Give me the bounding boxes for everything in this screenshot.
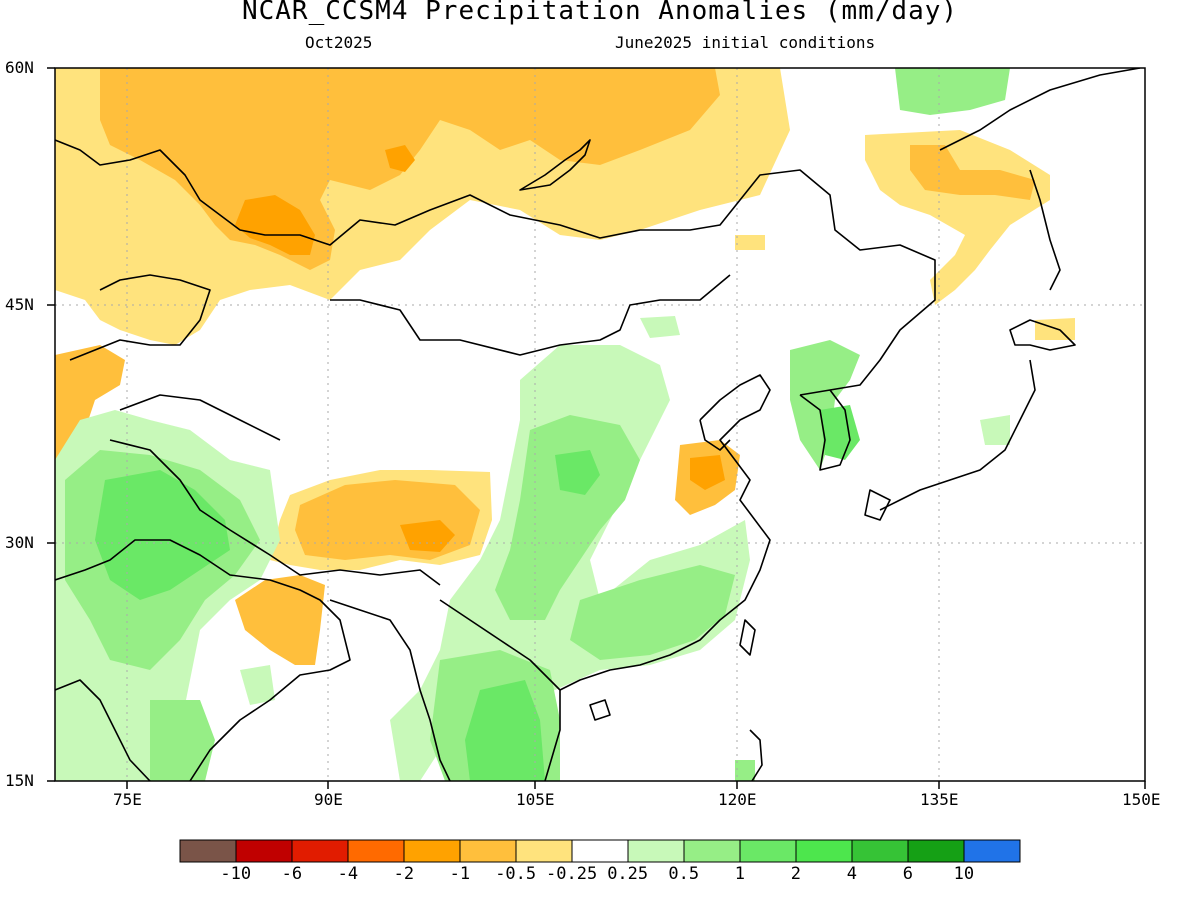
wet-region-india-dark: [95, 470, 230, 600]
colorbar-tick-label: 0.25: [607, 864, 649, 884]
japan-honshu: [879, 359, 1036, 511]
lat-label-45n: 45N: [5, 295, 34, 314]
wet-region-northeast: [895, 68, 1010, 115]
india-west-coast: [55, 679, 151, 781]
colorbar-tick-label: -2: [393, 864, 415, 884]
colorbar-tick-label: -1: [449, 864, 471, 884]
japan-hokkaido: [1009, 319, 1076, 351]
colorbar-tick-label: 4: [846, 864, 858, 884]
colorbar-swatch: [235, 839, 293, 863]
map-frame: [54, 67, 1146, 782]
dry-anomaly-regions: [55, 68, 1075, 738]
bohai-coast: [699, 419, 731, 451]
colorbar-swatch: [403, 839, 461, 863]
colorbar-swatch: [795, 839, 853, 863]
colorbar-swatch: [459, 839, 517, 863]
colorbar-swatch: [739, 839, 797, 863]
dry-region-north-dark-2: [385, 145, 415, 172]
colorbar-tick-label: -10: [220, 864, 252, 884]
mongolia-border: [330, 274, 731, 356]
wet-region-korea: [790, 340, 860, 470]
colorbar-tick-label: -4: [337, 864, 359, 884]
wet-region-india-south: [150, 700, 215, 781]
subtitle-initial-conditions: June2025 initial conditions: [615, 33, 876, 52]
wet-region-indochina-dark: [465, 680, 545, 781]
lat-label-15n: 15N: [5, 771, 34, 790]
subtitle-forecast-month: Oct2025: [305, 33, 373, 52]
colorbar-swatch: [291, 839, 349, 863]
himalaya-border: [109, 439, 441, 586]
colorbar-swatch: [627, 839, 685, 863]
wet-region-south-china: [570, 565, 735, 660]
colorbar-tick-label: -0.5: [495, 864, 537, 884]
axis-ticks: [47, 67, 1146, 789]
kazakhstan-border: [69, 274, 211, 361]
dry-region-north-dark: [235, 195, 315, 255]
colorbar-tick-label: 1: [734, 864, 746, 884]
sakhalin-coast: [1029, 169, 1061, 291]
lat-label-60n: 60N: [5, 58, 34, 77]
colorbar-swatch: [851, 839, 909, 863]
wet-region-taiwan: [735, 760, 755, 781]
colorbar-tick-label: 2: [790, 864, 802, 884]
lon-label-75e: 75E: [113, 790, 142, 809]
colorbar-swatch: [683, 839, 741, 863]
lat-label-30n: 30N: [5, 533, 34, 552]
wet-region-china-mid: [495, 415, 640, 620]
myanmar-border: [329, 599, 451, 781]
korea-coast: [799, 389, 851, 471]
wet-region-mongolia: [640, 316, 680, 338]
dry-region-tibet-dark: [400, 520, 455, 552]
dry-region-north-china-dark: [690, 455, 725, 490]
lon-label-150e: 150E: [1122, 790, 1161, 809]
hainan-coast: [589, 699, 611, 721]
kamchatka-coast: [939, 68, 1141, 151]
wet-region-korea-dark: [820, 405, 860, 460]
colorbar-swatch: [571, 839, 629, 863]
coastlines-and-borders: [55, 68, 1141, 781]
colorbar-swatch: [907, 839, 965, 863]
chart-title: NCAR_CCSM4 Precipitation Anomalies (mm/d…: [241, 0, 959, 26]
lon-label-120e: 120E: [718, 790, 757, 809]
colorbar-swatch: [179, 839, 237, 863]
colorbar: [179, 839, 1021, 863]
china-coast: [559, 374, 771, 691]
colorbar-tick-label: 0.5: [668, 864, 700, 884]
wet-region-china-dark: [555, 450, 600, 495]
dry-region-north-china-light: [735, 235, 765, 250]
japan-kyushu: [864, 489, 891, 521]
dry-region-west: [55, 345, 125, 460]
tibet-china-border: [119, 394, 281, 441]
colorbar-tick-label: -6: [281, 864, 303, 884]
wet-region-bay: [240, 665, 275, 705]
wet-region-japan: [980, 415, 1010, 445]
colorbar-tick-label: 10: [953, 864, 975, 884]
dry-region-himalaya: [235, 575, 325, 665]
lon-label-135e: 135E: [920, 790, 959, 809]
wet-anomaly-regions: [55, 68, 1010, 781]
colorbar-swatch: [347, 839, 405, 863]
colorbar-swatch: [963, 839, 1021, 863]
india-outline: [55, 539, 351, 781]
colorbar-tick-label: -0.25: [546, 864, 598, 884]
lon-label-90e: 90E: [314, 790, 343, 809]
siberia-border: [55, 139, 936, 396]
taiwan-coast: [739, 619, 756, 656]
colorbar-tick-label: 6: [902, 864, 914, 884]
indochina-border: [439, 599, 561, 781]
baikal-lake: [519, 139, 591, 191]
lon-label-105e: 105E: [516, 790, 555, 809]
dry-region-northeast-mid: [910, 145, 1035, 200]
philippines-coast: [749, 729, 763, 781]
colorbar-swatch: [515, 839, 573, 863]
